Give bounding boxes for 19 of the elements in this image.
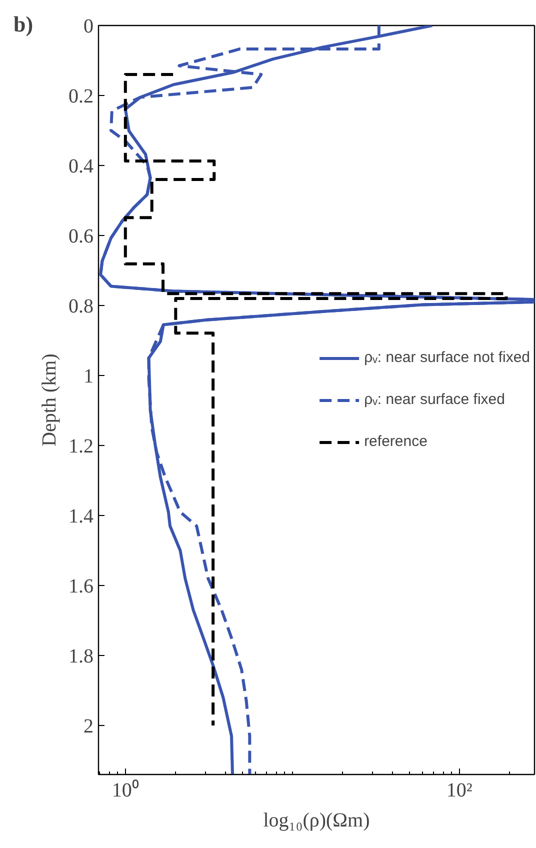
y-tick-label: 1.6 xyxy=(68,576,94,598)
x-tick-label: 10² xyxy=(446,780,472,802)
y-tick-label: 0.4 xyxy=(68,156,94,178)
y-tick-label: 0.6 xyxy=(68,226,94,248)
legend-label: ρᵥ: near surface not fixed xyxy=(364,349,530,366)
y-tick-label: 1.4 xyxy=(68,506,94,528)
y-tick-label: 0.8 xyxy=(68,296,94,318)
y-tick-label: 0.2 xyxy=(68,86,94,108)
chart-title: b) xyxy=(14,12,34,36)
y-tick-label: 2 xyxy=(84,716,94,738)
legend-label: reference xyxy=(364,433,428,450)
legend-label: ρᵥ: near surface fixed xyxy=(364,391,505,408)
y-tick-label: 1.2 xyxy=(68,436,94,458)
x-tick-label: 10⁰ xyxy=(112,778,139,802)
y-tick-label: 1 xyxy=(84,366,94,388)
y-tick-label: 1.8 xyxy=(68,646,94,668)
x-axis-title: log₁₀(ρ)(Ωm) xyxy=(263,810,370,832)
y-tick-label: 0 xyxy=(84,16,94,38)
y-axis-title: Depth (km) xyxy=(38,354,60,446)
